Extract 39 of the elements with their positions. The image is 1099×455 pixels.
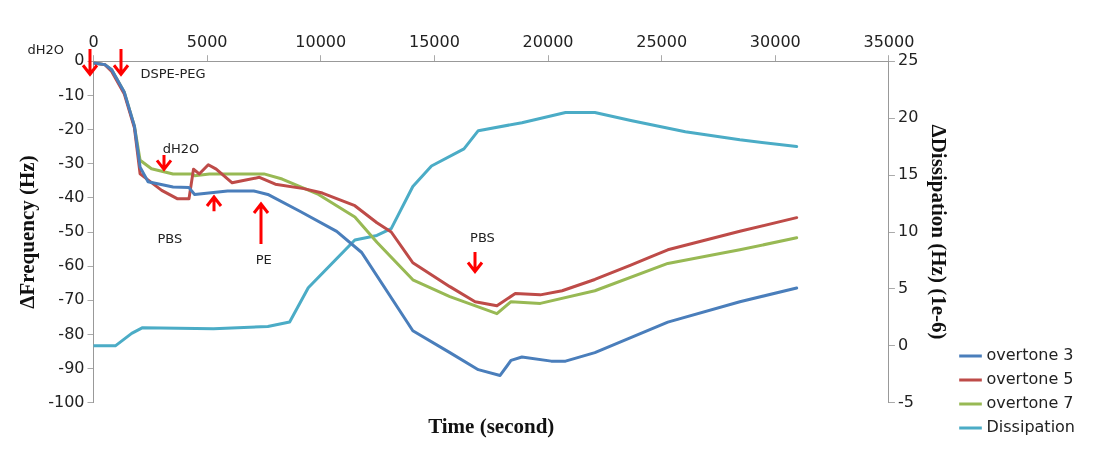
x-axis-title: Time (second) (428, 413, 555, 438)
text: dH2O (27, 41, 65, 57)
annotation: PE (255, 251, 272, 267)
y-tick-label: -50 (58, 221, 85, 241)
y2-tick-label: 10 (897, 221, 919, 241)
x-tick-label: 30000 (749, 31, 801, 51)
y2-tick-label: 5 (897, 278, 909, 298)
y-tick-label: -90 (58, 357, 85, 377)
legend-label: overtone 7 (986, 393, 1074, 413)
x-tick-label: 20000 (522, 31, 574, 51)
y-tick-label: -30 (58, 152, 85, 172)
x-tick-label: 25000 (636, 31, 688, 51)
y2-tick-label: 20 (897, 107, 919, 127)
x-tick-label: 15000 (408, 31, 460, 51)
y-axis-title: ΔFrequency (Hz) (15, 155, 40, 309)
y-tick-label: -60 (58, 255, 85, 275)
y2-tick-label: 25 (897, 50, 919, 70)
annotation: PBS (157, 230, 183, 246)
y-tick-label: -70 (58, 289, 85, 309)
x-tick-label: 5000 (186, 31, 228, 51)
x-tick-label: 10000 (295, 31, 347, 51)
y-tick-label: -20 (58, 118, 85, 138)
legend-label: overtone 5 (986, 369, 1074, 389)
y-tick-label: 0 (74, 50, 85, 70)
legend-label: overtone 3 (986, 345, 1074, 365)
y2-tick-label: -5 (897, 391, 914, 411)
y-tick-label: -40 (58, 187, 85, 206)
y-tick-label: -10 (58, 84, 85, 104)
annotation: dH2O (162, 140, 200, 156)
legend-label: Dissipation (986, 417, 1076, 437)
y2-axis-title: ΔDissipation (Hz) (1e-6) (927, 124, 952, 340)
x-tick-label: 35000 (863, 31, 915, 51)
x-tick-label: 0 (88, 31, 99, 51)
annotation: PBS (470, 229, 495, 245)
y2-tick-label: 0 (897, 335, 909, 355)
y-tick-label: -80 (58, 323, 85, 343)
y2-tick-label: 15 (897, 164, 919, 184)
y-tick-label: -100 (48, 391, 85, 411)
annotation: DSPE-PEG (140, 65, 206, 81)
